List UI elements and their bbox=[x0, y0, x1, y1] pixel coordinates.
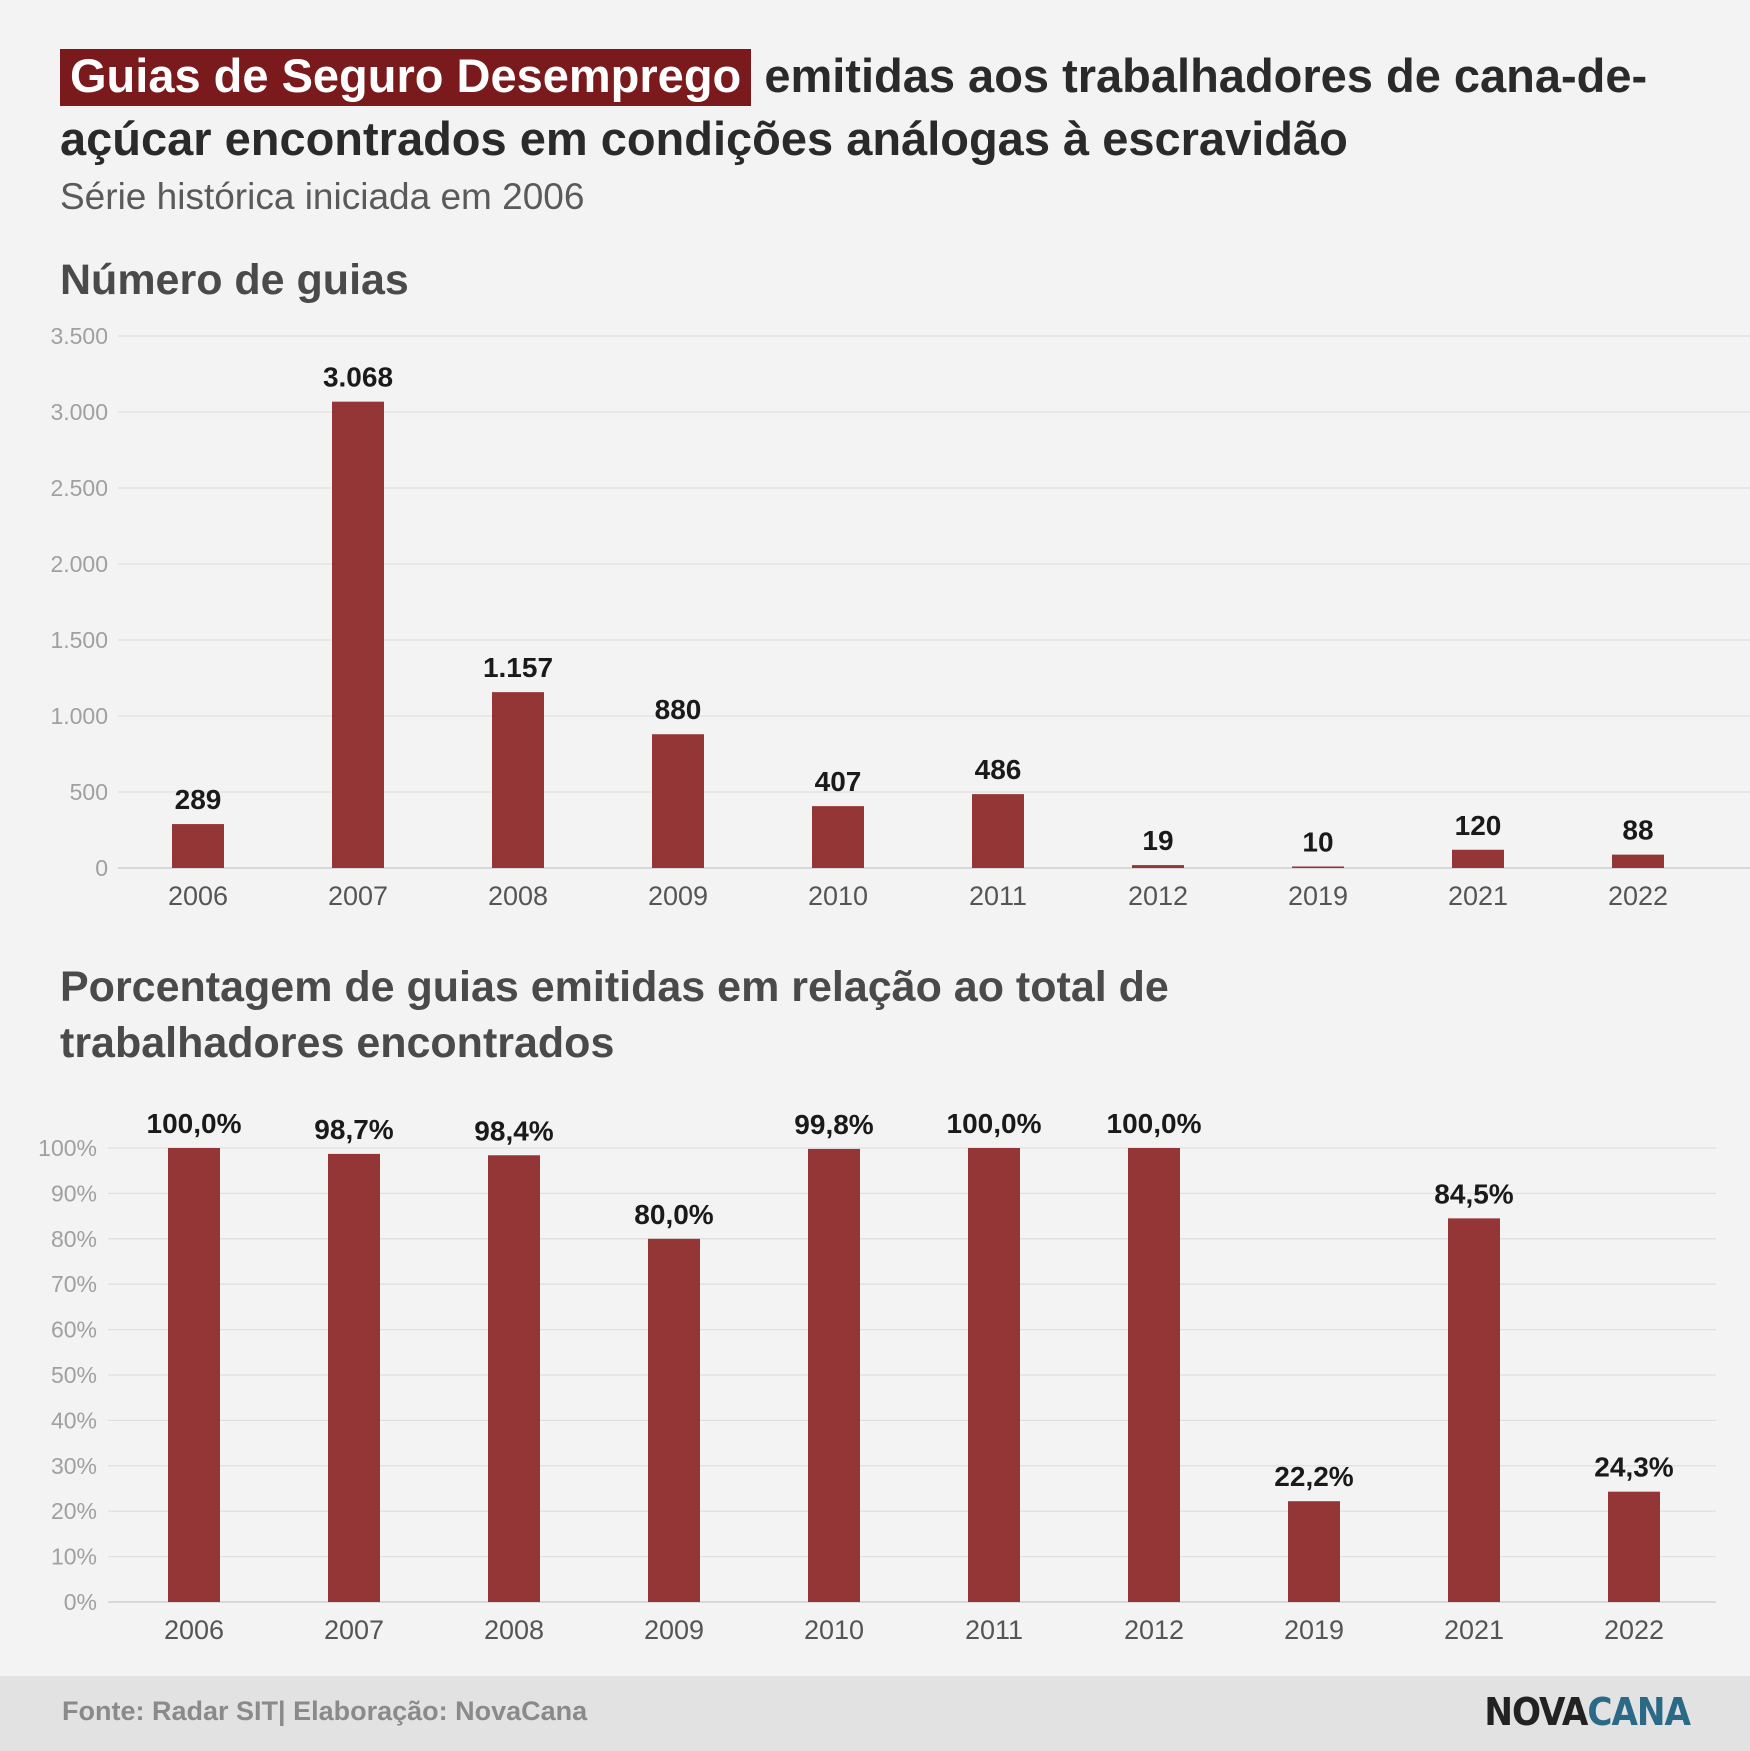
pct-y-tick-label: 10% bbox=[51, 1544, 97, 1570]
count-bar-2012 bbox=[1132, 865, 1184, 868]
pct-bar-2008 bbox=[488, 1155, 540, 1602]
pct-bar-2012 bbox=[1128, 1148, 1180, 1602]
count-x-tick-label-2006: 2006 bbox=[168, 881, 228, 911]
count-x-tick-label-2009: 2009 bbox=[648, 881, 708, 911]
pct-y-tick-label: 90% bbox=[51, 1180, 97, 1206]
count-data-label-2012: 19 bbox=[1142, 825, 1173, 856]
pct-bar-2021 bbox=[1448, 1218, 1500, 1602]
novacana-logo: NOVACANA bbox=[1484, 1690, 1691, 1734]
pct-data-label-2006: 100,0% bbox=[147, 1108, 242, 1139]
count-y-tick-label: 3.000 bbox=[50, 399, 108, 425]
source-note: Fonte: Radar SIT| Elaboração: NovaCana bbox=[62, 1696, 588, 1726]
count-y-tick-label: 1.000 bbox=[50, 703, 108, 729]
pct-bar-2009 bbox=[648, 1238, 700, 1602]
pct-bar-2011 bbox=[968, 1148, 1020, 1602]
pct-x-tick-label-2008: 2008 bbox=[484, 1615, 544, 1645]
pct-y-tick-label: 80% bbox=[51, 1226, 97, 1252]
count-data-label-2007: 3.068 bbox=[323, 362, 393, 393]
pct-x-tick-label-2021: 2021 bbox=[1444, 1615, 1504, 1645]
bar-chart-percentage: 0% 10% 20% 30% 40% 50% 60% 70% 80% 90% 100% 100,0% 2… bbox=[38, 1108, 1716, 1645]
count-data-label-2008: 1.157 bbox=[483, 652, 553, 683]
pct-bar-2019 bbox=[1288, 1501, 1340, 1602]
pct-x-tick-label-2010: 2010 bbox=[804, 1615, 864, 1645]
count-bar-2009 bbox=[652, 734, 704, 868]
count-x-tick-label-2011: 2011 bbox=[969, 881, 1027, 911]
bar-chart-count: 0 500 1.000 1.500 2.000 2.500 3.000 3.500 289 200… bbox=[50, 323, 1750, 911]
section-title-count: Número de guias bbox=[60, 256, 409, 304]
pct-y-tick-label: 20% bbox=[51, 1498, 97, 1524]
pct-bar-2006 bbox=[168, 1148, 220, 1602]
logo-part-2: CANA bbox=[1587, 1690, 1691, 1734]
pct-data-label-2008: 98,4% bbox=[474, 1115, 553, 1146]
pct-y-tick-label: 60% bbox=[51, 1317, 97, 1343]
chart-subtitle: Série histórica iniciada em 2006 bbox=[60, 176, 585, 217]
count-data-label-2021: 120 bbox=[1455, 810, 1502, 841]
pct-data-label-2009: 80,0% bbox=[634, 1199, 713, 1230]
count-y-tick-label: 2.500 bbox=[50, 475, 108, 501]
section-title-percentage: Porcentagem de guias emitidas em relação… bbox=[60, 963, 1169, 1067]
pct-y-tick-label: 30% bbox=[51, 1453, 97, 1479]
pct-x-tick-label-2022: 2022 bbox=[1604, 1615, 1664, 1645]
pct-bar-2022 bbox=[1608, 1491, 1660, 1602]
count-x-tick-label-2007: 2007 bbox=[328, 881, 388, 911]
count-bar-2019 bbox=[1292, 866, 1344, 868]
pct-data-label-2021: 84,5% bbox=[1434, 1178, 1513, 1209]
logo-part-1: NOVA bbox=[1484, 1690, 1588, 1734]
count-data-label-2006: 289 bbox=[175, 784, 222, 815]
count-data-label-2019: 10 bbox=[1302, 826, 1333, 857]
pct-x-tick-label-2006: 2006 bbox=[164, 1615, 224, 1645]
count-y-tick-label: 500 bbox=[70, 779, 108, 805]
count-x-tick-label-2010: 2010 bbox=[808, 881, 868, 911]
pct-y-tick-label: 0% bbox=[64, 1589, 97, 1615]
title-rest: emitidas aos trabalhadores de cana-de-aç… bbox=[60, 49, 1648, 165]
count-bar-2011 bbox=[972, 794, 1024, 868]
count-bar-2021 bbox=[1452, 849, 1504, 868]
pct-y-tick-label: 70% bbox=[51, 1271, 97, 1297]
count-y-tick-label: 3.500 bbox=[50, 323, 108, 349]
title-highlight: Guias de Seguro Desemprego bbox=[60, 49, 752, 106]
pct-y-tick-label: 100% bbox=[38, 1135, 97, 1161]
count-data-label-2011: 486 bbox=[975, 754, 1022, 785]
pct-data-label-2007: 98,7% bbox=[314, 1114, 393, 1145]
count-bar-2008 bbox=[492, 692, 544, 868]
pct-data-label-2010: 99,8% bbox=[794, 1109, 873, 1140]
count-bar-2010 bbox=[812, 806, 864, 868]
pct-bar-2007 bbox=[328, 1153, 380, 1602]
chart-title: Guias de Seguro Desemprego emitidas aos … bbox=[60, 44, 1720, 170]
count-bar-2007 bbox=[332, 401, 384, 868]
footer: Fonte: Radar SIT| Elaboração: NovaCana N… bbox=[0, 1676, 1750, 1751]
pct-bar-2010 bbox=[808, 1148, 860, 1602]
count-x-tick-label-2008: 2008 bbox=[488, 881, 548, 911]
count-data-label-2009: 880 bbox=[655, 694, 702, 725]
count-y-tick-label: 0 bbox=[95, 855, 108, 881]
count-bar-2022 bbox=[1612, 854, 1664, 868]
count-x-tick-label-2019: 2019 bbox=[1288, 881, 1348, 911]
pct-data-label-2011: 100,0% bbox=[947, 1108, 1042, 1139]
pct-data-label-2022: 24,3% bbox=[1594, 1452, 1673, 1483]
pct-y-tick-label: 50% bbox=[51, 1362, 97, 1388]
pct-y-tick-label: 40% bbox=[51, 1407, 97, 1433]
count-y-tick-label: 1.500 bbox=[50, 627, 108, 653]
pct-x-tick-label-2007: 2007 bbox=[324, 1615, 384, 1645]
count-bar-2006 bbox=[172, 824, 224, 868]
count-data-label-2022: 88 bbox=[1622, 815, 1653, 846]
count-x-tick-label-2012: 2012 bbox=[1128, 881, 1188, 911]
count-x-tick-label-2021: 2021 bbox=[1448, 881, 1508, 911]
count-data-label-2010: 407 bbox=[815, 766, 862, 797]
count-x-tick-label-2022: 2022 bbox=[1608, 881, 1668, 911]
pct-data-label-2019: 22,2% bbox=[1274, 1461, 1353, 1492]
pct-x-tick-label-2019: 2019 bbox=[1284, 1615, 1344, 1645]
count-y-tick-label: 2.000 bbox=[50, 551, 108, 577]
pct-data-label-2012: 100,0% bbox=[1107, 1108, 1202, 1139]
pct-x-tick-label-2009: 2009 bbox=[644, 1615, 704, 1645]
pct-x-tick-label-2012: 2012 bbox=[1124, 1615, 1184, 1645]
pct-x-tick-label-2011: 2011 bbox=[965, 1615, 1023, 1645]
